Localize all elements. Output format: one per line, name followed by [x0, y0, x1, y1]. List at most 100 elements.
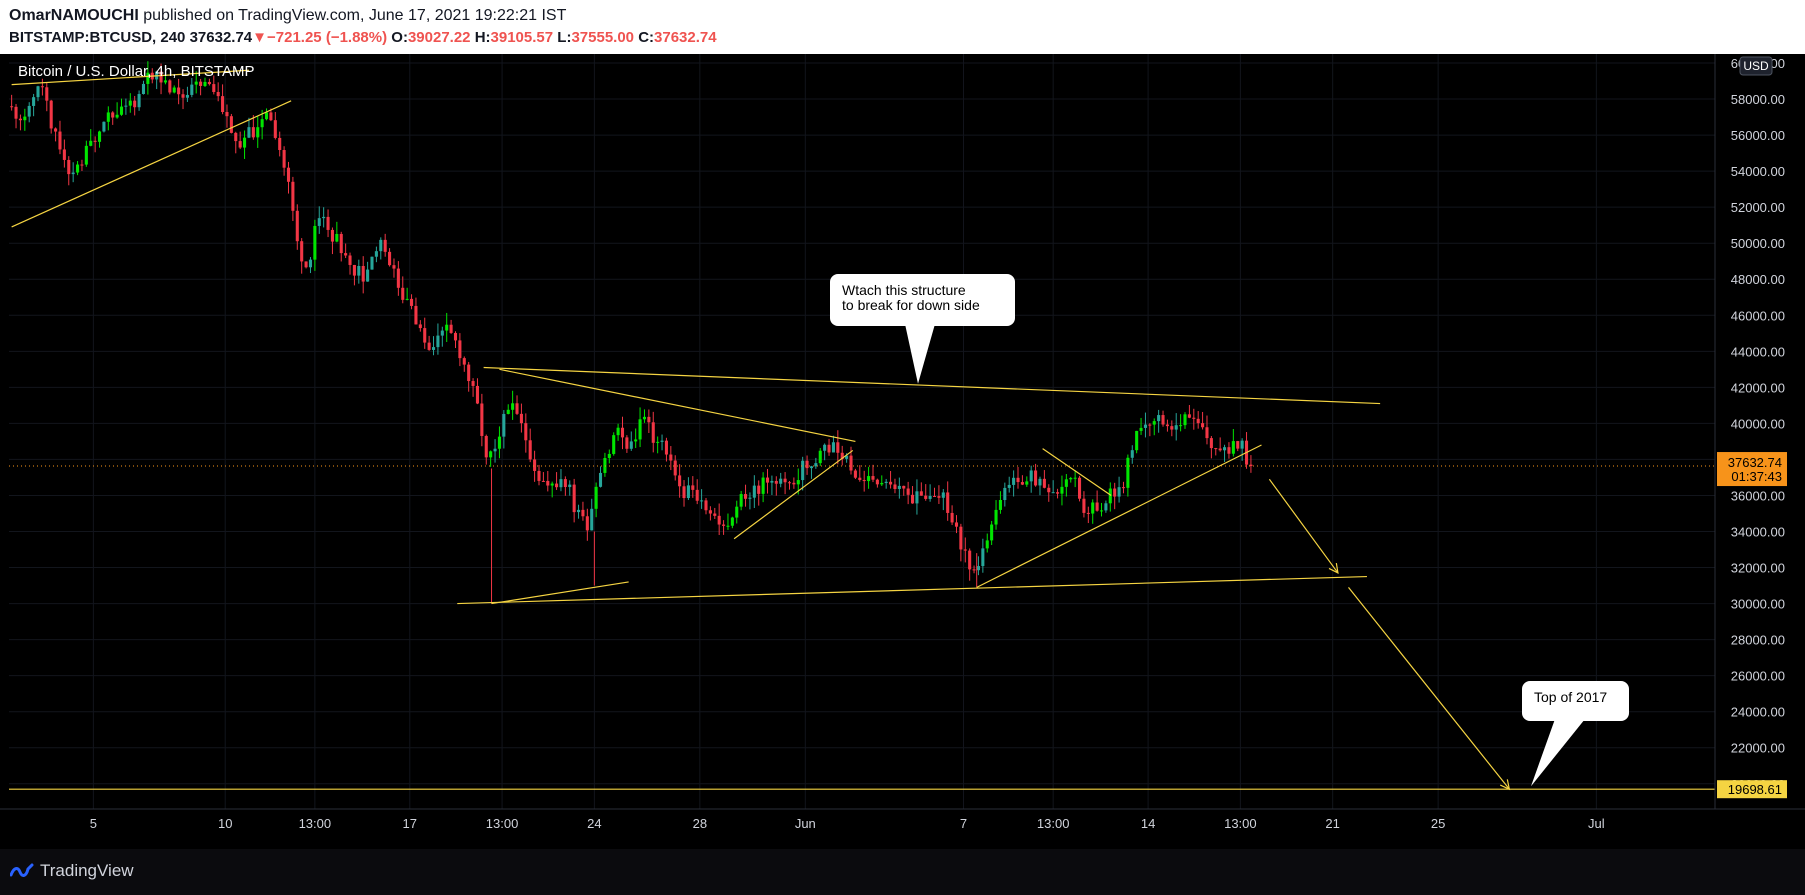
candle-body[interactable]: [238, 141, 242, 148]
candle-body[interactable]: [1174, 425, 1178, 430]
candle-body[interactable]: [282, 150, 286, 168]
candle-body[interactable]: [1007, 484, 1011, 488]
trendline[interactable]: [11, 69, 249, 86]
candle-body[interactable]: [968, 550, 972, 570]
candle-body[interactable]: [260, 119, 264, 128]
candle-body[interactable]: [937, 496, 941, 498]
candle-body[interactable]: [607, 453, 611, 459]
candle-body[interactable]: [436, 335, 440, 348]
candle-body[interactable]: [339, 233, 343, 254]
candle-body[interactable]: [814, 463, 818, 467]
candle-body[interactable]: [344, 253, 348, 256]
top-2017-note[interactable]: Top of 2017: [1522, 681, 1629, 787]
candle-body[interactable]: [221, 96, 225, 113]
candle-body[interactable]: [392, 265, 396, 269]
candle-body[interactable]: [251, 127, 255, 138]
candle-body[interactable]: [172, 87, 176, 93]
candle-body[interactable]: [124, 105, 128, 107]
candle-body[interactable]: [199, 81, 203, 86]
candle-body[interactable]: [831, 442, 835, 453]
candle-body[interactable]: [594, 486, 598, 509]
candle-body[interactable]: [972, 569, 976, 571]
candle-body[interactable]: [559, 479, 563, 488]
candle-body[interactable]: [963, 549, 967, 551]
candle-body[interactable]: [493, 448, 497, 452]
candle-body[interactable]: [1196, 418, 1200, 424]
candle-body[interactable]: [489, 451, 493, 458]
candle-body[interactable]: [388, 251, 392, 266]
candle-body[interactable]: [915, 491, 919, 504]
candle-body[interactable]: [893, 484, 897, 489]
candle-body[interactable]: [572, 484, 576, 513]
candle-body[interactable]: [919, 491, 923, 496]
candle-body[interactable]: [726, 525, 730, 527]
candle-body[interactable]: [928, 496, 932, 499]
candle-body[interactable]: [1240, 440, 1244, 449]
candle-body[interactable]: [269, 112, 273, 121]
candle-body[interactable]: [1020, 482, 1024, 485]
candle-body[interactable]: [177, 87, 181, 95]
candle-body[interactable]: [67, 159, 71, 175]
candle-body[interactable]: [71, 172, 75, 175]
candle-body[interactable]: [357, 265, 361, 276]
candle-body[interactable]: [410, 298, 414, 306]
candle-body[interactable]: [1012, 477, 1016, 485]
candle-body[interactable]: [924, 495, 928, 499]
candle-body[interactable]: [642, 416, 647, 420]
drawings[interactable]: [9, 69, 1715, 791]
candle-body[interactable]: [427, 342, 431, 350]
candle-body[interactable]: [1157, 415, 1161, 422]
forecast-arrow[interactable]: [1348, 586, 1510, 790]
candle-body[interactable]: [471, 381, 475, 386]
candle-body[interactable]: [1130, 450, 1134, 458]
candle-body[interactable]: [383, 239, 387, 252]
candle-body[interactable]: [216, 91, 220, 97]
candle-body[interactable]: [612, 435, 616, 454]
candle-body[interactable]: [374, 251, 378, 257]
candle-body[interactable]: [185, 94, 189, 98]
candle-body[interactable]: [862, 479, 866, 482]
candle-body[interactable]: [418, 324, 422, 329]
candle-body[interactable]: [946, 492, 950, 513]
candle-body[interactable]: [519, 413, 523, 424]
forecast-arrow[interactable]: [1268, 478, 1339, 574]
candle-body[interactable]: [818, 450, 822, 464]
candle-body[interactable]: [585, 516, 589, 531]
candle-body[interactable]: [752, 485, 756, 498]
candle-body[interactable]: [871, 476, 875, 480]
candle-body[interactable]: [313, 225, 317, 260]
trendline[interactable]: [491, 581, 629, 605]
candle-body[interactable]: [431, 347, 436, 350]
candle-body[interactable]: [656, 441, 660, 443]
candle-body[interactable]: [480, 403, 484, 436]
candle-body[interactable]: [405, 298, 409, 300]
candle-body[interactable]: [484, 435, 488, 458]
candle-body[interactable]: [141, 83, 146, 95]
candle-body[interactable]: [713, 513, 717, 516]
candle-body[interactable]: [1117, 487, 1121, 497]
candle-body[interactable]: [300, 241, 304, 262]
candle-body[interactable]: [278, 137, 282, 151]
candle-body[interactable]: [1069, 478, 1073, 480]
candle-body[interactable]: [603, 458, 607, 473]
candle-body[interactable]: [1003, 487, 1007, 501]
candle-body[interactable]: [537, 470, 541, 481]
candle-body[interactable]: [58, 131, 62, 150]
candle-body[interactable]: [1029, 470, 1033, 482]
candle-body[interactable]: [528, 440, 532, 460]
candle-body[interactable]: [625, 437, 629, 449]
candle-body[interactable]: [1205, 427, 1209, 439]
candle-body[interactable]: [651, 422, 655, 443]
candle-body[interactable]: [1170, 426, 1174, 430]
candle-body[interactable]: [1060, 486, 1064, 494]
candle-body[interactable]: [1034, 470, 1038, 486]
candle-body[interactable]: [906, 488, 910, 495]
candle-body[interactable]: [14, 106, 18, 119]
candle-body[interactable]: [111, 112, 115, 118]
candle-body[interactable]: [1091, 502, 1095, 514]
candle-body[interactable]: [875, 479, 879, 485]
candle-body[interactable]: [497, 436, 501, 449]
candle-body[interactable]: [168, 80, 172, 93]
candle-body[interactable]: [1073, 477, 1077, 479]
candle-body[interactable]: [1218, 448, 1222, 451]
